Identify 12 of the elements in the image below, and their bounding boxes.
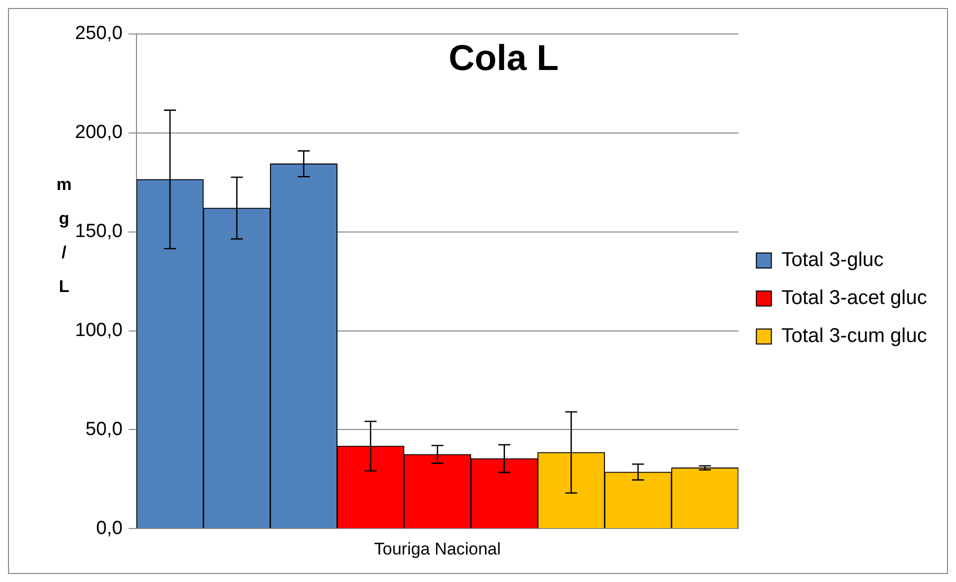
y-tick-label: 250,0 xyxy=(75,23,123,44)
y-tick-label: 200,0 xyxy=(75,122,123,144)
legend-label: Total 3-gluc xyxy=(781,249,884,272)
y-tick-label: 50,0 xyxy=(86,418,123,440)
chart-title: Cola L xyxy=(448,36,559,78)
legend-label: Total 3-cum gluc xyxy=(781,325,927,348)
y-tick-label: 0,0 xyxy=(96,518,123,539)
x-tick-label: Touriga Nacional xyxy=(374,539,501,558)
y-axis-title: mg/L xyxy=(56,174,72,296)
y-tick-label: 150,0 xyxy=(75,221,123,242)
y-tick-label: 100,0 xyxy=(75,320,123,341)
legend-label: Total 3-acet gluc xyxy=(781,287,928,310)
